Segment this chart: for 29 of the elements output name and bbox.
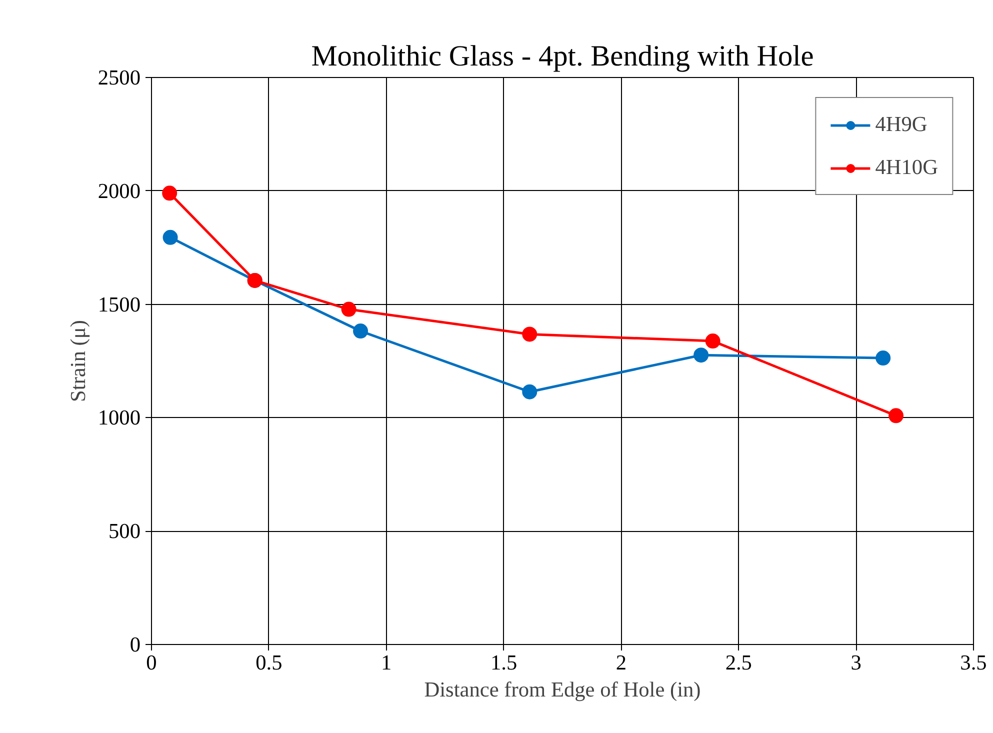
x-axis-title: Distance from Edge of Hole (in) — [424, 678, 701, 702]
point — [162, 230, 178, 245]
x-tick-label: 1.5 — [490, 650, 518, 674]
x-tick-label: 3 — [850, 650, 862, 674]
point — [876, 350, 891, 366]
point — [341, 302, 356, 317]
point — [353, 324, 368, 339]
y-tick-label: 1500 — [98, 292, 140, 316]
x-tick-label: 3.5 — [960, 650, 987, 674]
point — [705, 334, 720, 349]
y-tick-label: 1000 — [98, 406, 140, 430]
y-tick-label: 0 — [130, 632, 141, 656]
point — [694, 348, 709, 363]
point — [888, 408, 904, 424]
x-tick-label: 2 — [616, 650, 627, 674]
y-tick-label: 2500 — [98, 66, 140, 90]
chart-title: Monolithic Glass - 4pt. Bending with Hole — [311, 40, 814, 72]
point — [522, 326, 538, 342]
x-tick-label: 0.5 — [256, 650, 282, 674]
legend-label: 4H9G — [875, 112, 928, 137]
point — [162, 186, 178, 201]
legend-label: 4H10G — [875, 155, 938, 180]
x-tick-label: 1 — [381, 650, 392, 674]
x-tick-label: 2.5 — [725, 650, 752, 674]
y-axis-title: Strain (μ) — [66, 320, 90, 402]
point — [522, 384, 538, 400]
y-tick-label: 2000 — [98, 178, 140, 203]
y-tick-label: 500 — [108, 519, 141, 544]
x-tick-label: 0 — [146, 650, 157, 674]
